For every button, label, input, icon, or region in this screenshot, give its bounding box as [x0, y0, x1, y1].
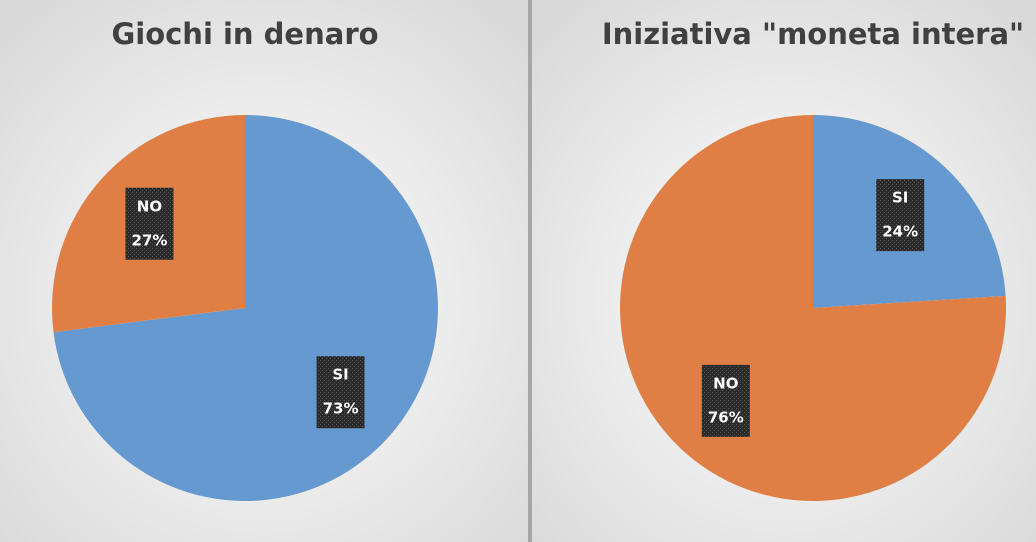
slice-value-label: 27% [131, 231, 167, 249]
slice-value-label: 73% [323, 400, 359, 418]
label-box [125, 187, 174, 260]
slice-category: SI [892, 189, 908, 207]
slice-category: NO [137, 197, 162, 215]
label-box [316, 356, 365, 429]
chart-title: Giochi in denaro [111, 17, 378, 51]
chart-title: Iniziativa "moneta intera" [602, 17, 1024, 51]
label-box [876, 179, 925, 252]
slice-category: SI [332, 366, 348, 384]
slice-value-label: 24% [882, 223, 918, 241]
divider [528, 0, 532, 542]
slice-category: NO [713, 374, 738, 392]
label-box [701, 364, 750, 437]
slice-value-label: 76% [708, 408, 744, 426]
